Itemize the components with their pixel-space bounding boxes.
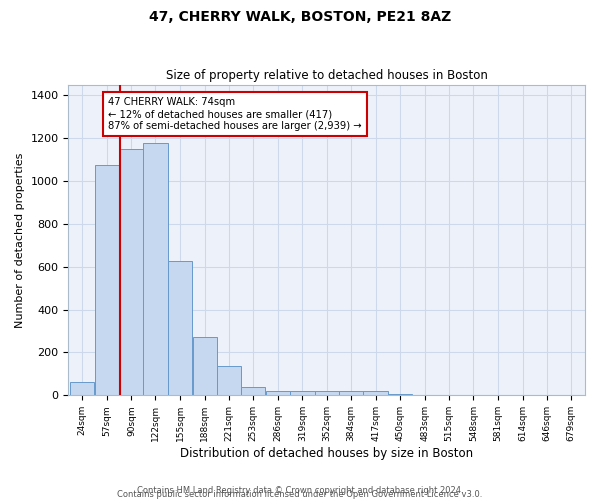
Bar (217, 366, 241, 396)
Bar (388, 394, 412, 396)
Text: 47, CHERRY WALK, BOSTON, PE21 8AZ: 47, CHERRY WALK, BOSTON, PE21 8AZ (149, 10, 451, 24)
Bar (119, 149, 143, 396)
Text: 47 CHERRY WALK: 74sqm
← 12% of detached houses are smaller (417)
87% of semi-det: 47 CHERRY WALK: 74sqm ← 12% of detached … (109, 98, 362, 130)
Bar (290, 392, 314, 396)
Bar (364, 392, 388, 396)
Bar (70, 382, 94, 396)
Bar (266, 392, 290, 396)
Bar (315, 392, 339, 396)
Bar (193, 338, 217, 396)
X-axis label: Distribution of detached houses by size in Boston: Distribution of detached houses by size … (180, 447, 473, 460)
Y-axis label: Number of detached properties: Number of detached properties (15, 152, 25, 328)
Bar (339, 392, 363, 396)
Title: Size of property relative to detached houses in Boston: Size of property relative to detached ho… (166, 69, 488, 82)
Bar (168, 262, 192, 396)
Bar (241, 387, 265, 396)
Bar (95, 165, 119, 396)
Text: Contains HM Land Registry data © Crown copyright and database right 2024.: Contains HM Land Registry data © Crown c… (137, 486, 463, 495)
Bar (413, 394, 437, 396)
Bar (143, 144, 167, 396)
Text: Contains public sector information licensed under the Open Government Licence v3: Contains public sector information licen… (118, 490, 482, 499)
